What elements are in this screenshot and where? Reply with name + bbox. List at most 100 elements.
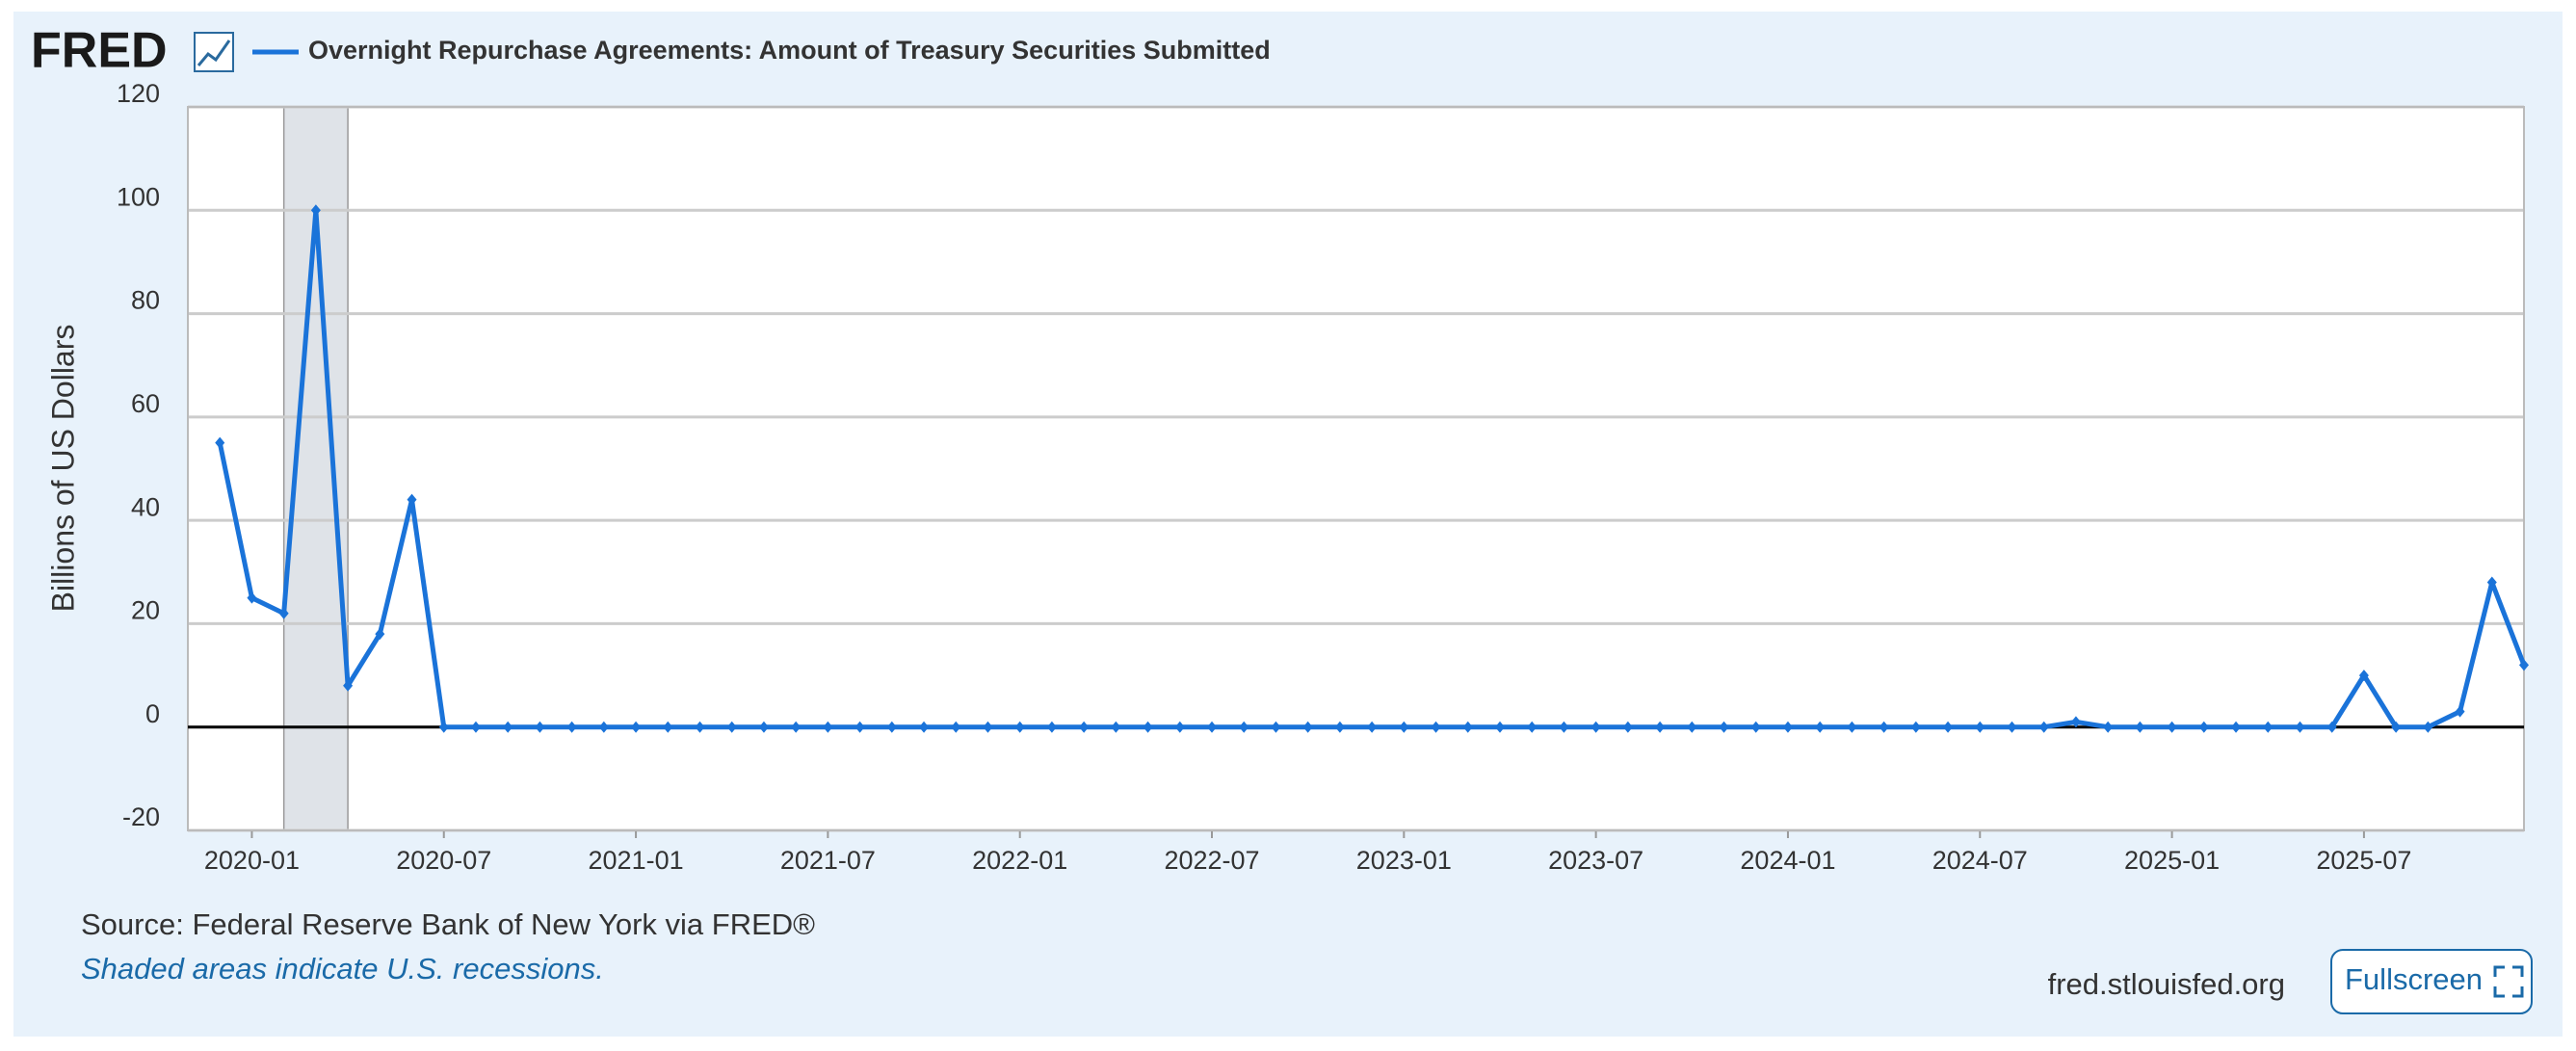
plot-area xyxy=(188,107,2524,830)
point-marker xyxy=(566,721,577,733)
point-marker xyxy=(503,721,513,733)
point-marker xyxy=(2358,670,2369,682)
point-marker xyxy=(1334,721,1345,733)
x-tick-label: 2025-01 xyxy=(2124,846,2220,875)
y-tick-label: 60 xyxy=(131,389,160,418)
point-marker xyxy=(470,721,481,733)
point-marker xyxy=(1462,721,1473,733)
fullscreen-label[interactable]: Fullscreen xyxy=(2345,962,2483,996)
x-tick-label: 2025-07 xyxy=(2316,846,2411,875)
y-tick-label: -20 xyxy=(122,802,160,831)
point-marker xyxy=(535,721,545,733)
point-marker xyxy=(2455,705,2465,718)
x-tick-label: 2020-01 xyxy=(204,846,300,875)
point-marker xyxy=(631,721,642,733)
x-tick-label: 2022-07 xyxy=(1164,846,1259,875)
point-marker xyxy=(983,721,993,733)
point-marker xyxy=(1975,721,1985,733)
y-tick-label: 100 xyxy=(117,182,160,211)
point-marker xyxy=(2231,721,2242,733)
point-marker xyxy=(2423,721,2433,733)
point-marker xyxy=(1559,721,1569,733)
point-marker xyxy=(1239,721,1249,733)
point-marker xyxy=(1590,721,1601,733)
point-marker xyxy=(1879,721,1889,733)
point-marker xyxy=(375,628,385,641)
x-tick-label: 2020-07 xyxy=(396,846,491,875)
point-marker xyxy=(1079,721,1090,733)
x-tick-label: 2023-01 xyxy=(1356,846,1452,875)
y-tick-label: 40 xyxy=(131,492,160,521)
logo-icon xyxy=(194,32,234,72)
point-marker xyxy=(854,721,865,733)
source: Source: Federal Reserve Bank of New York… xyxy=(81,907,815,941)
point-marker xyxy=(1943,721,1954,733)
point-marker xyxy=(663,721,673,733)
point-marker xyxy=(1655,721,1666,733)
point-marker xyxy=(2486,576,2497,589)
point-marker xyxy=(310,204,321,217)
point-marker xyxy=(438,721,449,733)
point-marker xyxy=(1750,721,1761,733)
point-marker xyxy=(1143,721,1153,733)
point-marker xyxy=(407,493,417,506)
point-marker xyxy=(726,721,737,733)
point-marker xyxy=(2198,721,2209,733)
point-marker xyxy=(1782,721,1793,733)
y-axis-label: Billions of US Dollars xyxy=(45,325,80,613)
point-marker xyxy=(2391,721,2402,733)
y-tick-label: 120 xyxy=(117,79,160,108)
point-marker xyxy=(2007,721,2017,733)
y-tick-label: 80 xyxy=(131,286,160,315)
point-marker xyxy=(2135,721,2145,733)
point-marker xyxy=(1111,721,1121,733)
fullscreen-button[interactable] xyxy=(2330,949,2533,1014)
point-marker xyxy=(278,607,289,619)
point-marker xyxy=(1815,721,1826,733)
point-marker xyxy=(2103,721,2114,733)
point-marker xyxy=(1687,721,1697,733)
point-marker xyxy=(886,721,897,733)
logo: FRED xyxy=(31,23,168,79)
point-marker xyxy=(1399,721,1409,733)
point-marker xyxy=(215,436,225,449)
point-marker xyxy=(247,591,257,604)
x-tick-label: 2024-07 xyxy=(1932,846,2028,875)
point-marker xyxy=(823,721,833,733)
point-marker xyxy=(791,721,802,733)
y-tick-label: 20 xyxy=(131,596,160,625)
point-marker xyxy=(2167,721,2177,733)
point-marker xyxy=(919,721,930,733)
point-marker xyxy=(1174,721,1185,733)
fullscreen-icon[interactable] xyxy=(2493,965,2524,998)
x-tick-label: 2021-01 xyxy=(589,846,684,875)
point-marker xyxy=(695,721,705,733)
y-tick-label: 0 xyxy=(145,699,160,728)
x-tick-label: 2024-01 xyxy=(1740,846,1835,875)
site-link: fred.stlouisfed.org xyxy=(2048,967,2285,1001)
point-marker xyxy=(1302,721,1313,733)
point-marker xyxy=(343,679,354,692)
legend-label: Overnight Repurchase Agreements: Amount … xyxy=(308,36,1271,65)
point-marker xyxy=(1847,721,1857,733)
recession-note: Shaded areas indicate U.S. recessions. xyxy=(81,952,604,985)
point-marker xyxy=(1910,721,1921,733)
point-marker xyxy=(598,721,609,733)
point-marker xyxy=(2038,721,2049,733)
point-marker xyxy=(2295,721,2305,733)
point-marker xyxy=(1014,721,1025,733)
point-marker xyxy=(1271,721,1281,733)
point-marker xyxy=(1494,721,1505,733)
point-marker xyxy=(758,721,769,733)
point-marker xyxy=(1431,721,1441,733)
point-marker xyxy=(2326,721,2337,733)
x-tick-label: 2023-07 xyxy=(1548,846,1643,875)
point-marker xyxy=(2519,659,2529,671)
point-marker xyxy=(1622,721,1633,733)
point-marker xyxy=(1719,721,1729,733)
point-marker xyxy=(1046,721,1057,733)
point-marker xyxy=(1207,721,1218,733)
point-marker xyxy=(1527,721,1538,733)
point-marker xyxy=(951,721,961,733)
